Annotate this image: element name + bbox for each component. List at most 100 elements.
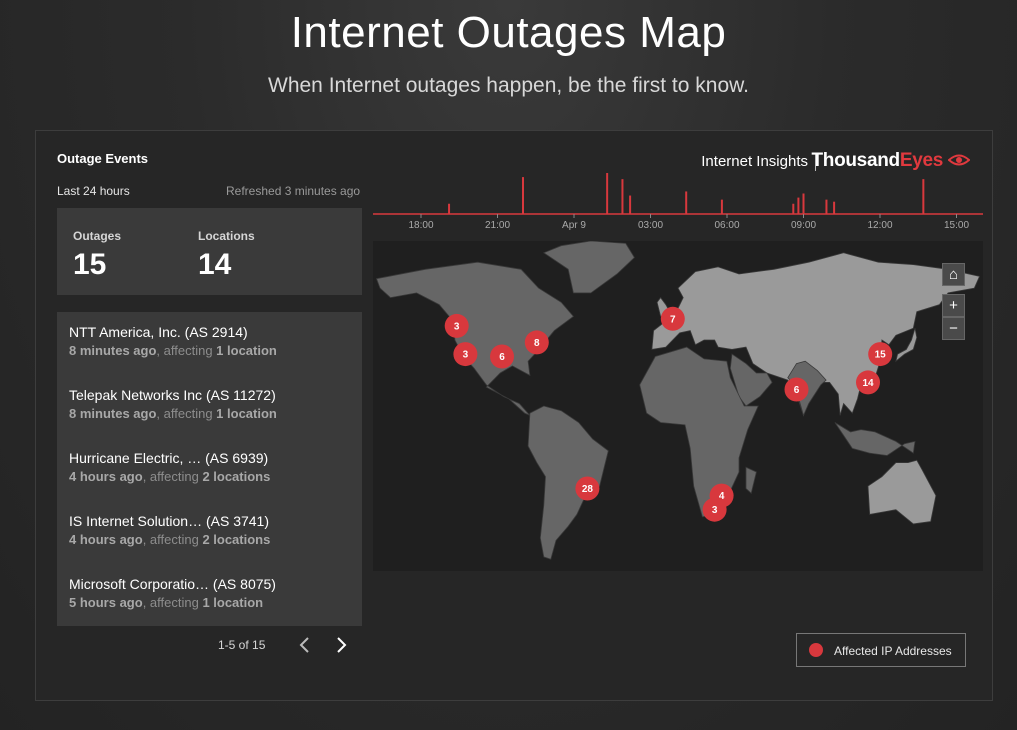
timeline-outage-spike[interactable]	[802, 193, 805, 215]
outage-marker[interactable]: 6	[784, 377, 809, 402]
event-network-name: IS Internet Solution… (AS 3741)	[69, 513, 269, 529]
event-affecting-text: , affecting	[142, 532, 203, 547]
outage-event-item[interactable]: IS Internet Solution… (AS 3741) 4 hours a…	[69, 513, 359, 547]
outage-marker[interactable]: 3	[702, 497, 727, 522]
legend-marker-dot	[809, 643, 823, 657]
outage-marker-count: 7	[670, 314, 676, 325]
outage-marker-count: 28	[582, 484, 594, 495]
outage-event-item[interactable]: Telepak Networks Inc (AS 11272) 8 minutes…	[69, 387, 359, 421]
timeline-outage-spike[interactable]	[833, 201, 836, 214]
logo-text-thousand: Thousand	[811, 150, 900, 171]
outage-marker-count: 14	[862, 378, 874, 389]
thousandeyes-logo[interactable]: ThousandEyes	[811, 150, 971, 172]
timeline-tick-label: Apr 9	[562, 220, 586, 231]
locations-count: 14	[198, 248, 232, 281]
timeline-tick-label: 09:00	[791, 220, 816, 231]
outage-marker-count: 3	[712, 505, 718, 516]
timeline-outage-spike[interactable]	[629, 195, 632, 214]
outage-marker[interactable]: 3	[444, 313, 469, 338]
map-region-greenland	[542, 241, 635, 294]
zoom-out-button[interactable]: −	[942, 317, 965, 340]
event-location-count: 2 locations	[202, 469, 271, 484]
outage-marker-circle	[524, 330, 549, 355]
page-subtitle: When Internet outages happen, be the fir…	[268, 74, 749, 97]
map-region-north-america	[375, 261, 574, 416]
timeline-outage-spike[interactable]	[621, 179, 624, 214]
timeline-outage-spike[interactable]	[685, 191, 688, 214]
outage-marker[interactable]: 3	[453, 342, 478, 367]
outage-event-item[interactable]: Hurricane Electric, … (AS 6939) 4 hours a…	[69, 450, 359, 484]
map-region-madagascar	[745, 466, 757, 494]
panel-title: Outage Events	[57, 151, 149, 166]
eye-icon	[947, 154, 971, 166]
legend-label: Affected IP Addresses	[834, 644, 952, 658]
event-affecting-text: , affecting	[142, 469, 203, 484]
outage-event-item[interactable]: Microsoft Corporatio… (AS 8075) 5 hours a…	[69, 576, 359, 610]
chevron-right-icon	[337, 637, 347, 653]
outage-panel: Outage Events Last 24 hours Refreshed 3 …	[35, 130, 993, 701]
map-home-button[interactable]: ⌂	[942, 263, 965, 286]
outage-marker[interactable]: 28	[575, 476, 600, 501]
outage-marker-count: 6	[499, 352, 505, 363]
previous-page-button[interactable]	[294, 634, 316, 656]
timeline-outage-spike[interactable]	[825, 199, 828, 214]
outage-marker[interactable]: 7	[660, 306, 685, 331]
logo-text-eyes: Eyes	[899, 150, 944, 171]
plus-icon: +	[949, 297, 958, 314]
outage-marker[interactable]: 6	[490, 344, 514, 369]
event-location-count: 1 location	[202, 595, 264, 610]
timeline-tick-label: 06:00	[714, 220, 739, 231]
event-location-count: 1 location	[216, 343, 277, 358]
map-region-japan	[895, 328, 918, 363]
timeline-outage-spike[interactable]	[606, 173, 609, 214]
outage-marker[interactable]: 15	[868, 342, 893, 367]
outage-timeline[interactable]: 18:00 21:00 Apr 9 03:00 06:00 09:00 12:00 15:00	[373, 171, 983, 231]
event-affecting-text: , affecting	[156, 406, 217, 421]
pagination-label: 1-5 of 15	[218, 638, 266, 652]
outage-marker-circle	[575, 476, 600, 501]
timeline-outage-spike[interactable]	[922, 179, 925, 214]
chevron-left-icon	[299, 637, 309, 653]
event-location-count: 2 locations	[202, 532, 271, 547]
event-location-count: 1 location	[216, 406, 277, 421]
timeline-tick-label: 18:00	[408, 220, 433, 231]
outage-marker[interactable]: 14	[856, 370, 880, 395]
outage-marker-circle	[453, 342, 478, 367]
outage-marker-circle	[856, 370, 880, 395]
event-network-name: Telepak Networks Inc (AS 11272)	[69, 387, 276, 403]
zoom-in-button[interactable]: +	[942, 294, 965, 317]
outage-marker-circle	[702, 497, 727, 522]
timeline-outage-spike[interactable]	[448, 203, 451, 214]
outages-count: 15	[73, 248, 107, 281]
outage-event-item[interactable]: NTT America, Inc. (AS 2914) 8 minutes ago…	[69, 324, 359, 358]
outage-marker-count: 3	[463, 350, 469, 361]
event-time: 8 minutes ago	[69, 343, 157, 358]
outage-marker-count: 8	[534, 338, 540, 349]
timeline-outage-spike[interactable]	[522, 177, 524, 214]
outage-marker-count: 4	[719, 491, 725, 502]
timeline-tick-label: 03:00	[638, 220, 663, 231]
outage-marker-circle	[444, 313, 469, 338]
timeline-outage-spike[interactable]	[797, 197, 800, 214]
event-time: 4 hours ago	[69, 469, 143, 484]
event-affecting-text: , affecting	[156, 343, 217, 358]
events-list: NTT America, Inc. (AS 2914) 8 minutes ago…	[57, 312, 362, 626]
outage-marker-circle	[490, 344, 514, 369]
event-meta: 5 hours ago, affecting 1 location	[69, 595, 359, 610]
refreshed-status: Refreshed 3 minutes ago	[226, 184, 361, 198]
map-region-south-america	[527, 405, 609, 560]
outage-marker[interactable]: 8	[524, 330, 549, 355]
map-region-southeast-asia-islands	[834, 422, 916, 456]
event-meta: 8 minutes ago, affecting 1 location	[69, 343, 359, 358]
next-page-button[interactable]	[330, 634, 352, 656]
event-meta: 8 minutes ago, affecting 1 location	[69, 406, 359, 421]
event-time: 5 hours ago	[69, 595, 143, 610]
timeline-outage-spike[interactable]	[720, 199, 723, 214]
outage-marker-count: 6	[794, 385, 800, 396]
timeline-outage-spike[interactable]	[792, 203, 795, 214]
event-meta: 4 hours ago, affecting 2 locations	[69, 469, 359, 484]
outage-marker-circle	[784, 377, 809, 402]
timeline-tick-label: 21:00	[485, 220, 510, 231]
event-affecting-text: , affecting	[142, 595, 203, 610]
